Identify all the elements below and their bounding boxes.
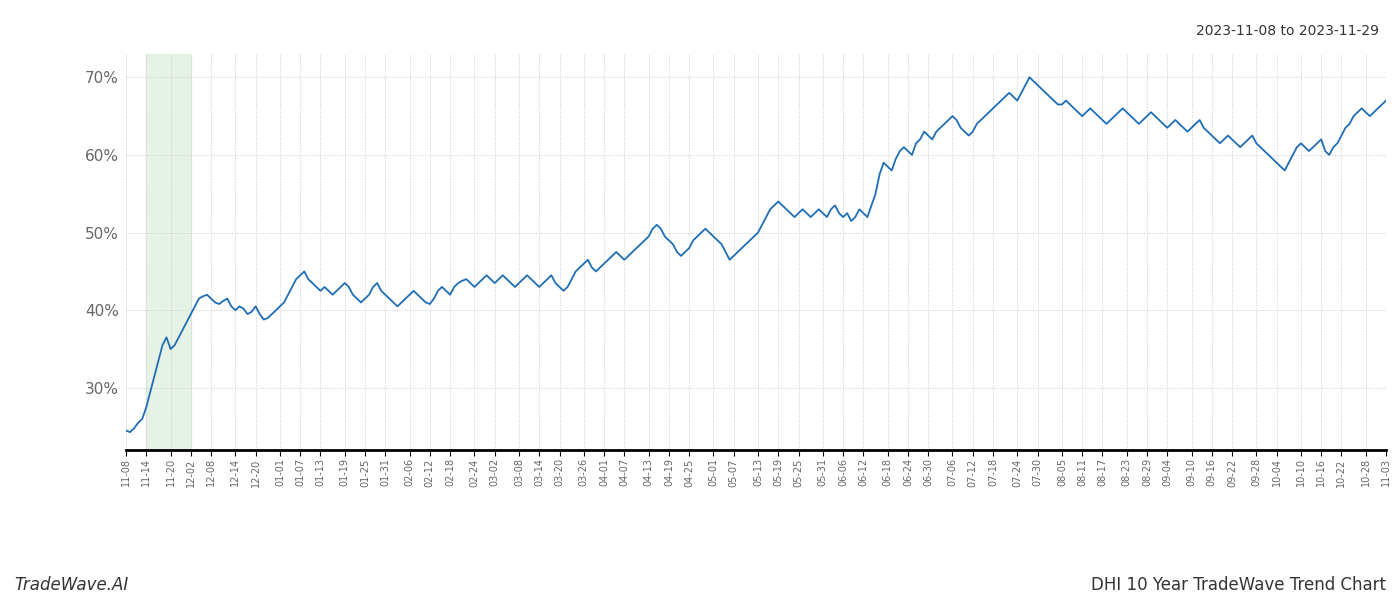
Bar — [146, 54, 190, 450]
Text: 2023-11-08 to 2023-11-29: 2023-11-08 to 2023-11-29 — [1196, 24, 1379, 38]
Text: DHI 10 Year TradeWave Trend Chart: DHI 10 Year TradeWave Trend Chart — [1091, 576, 1386, 594]
Text: TradeWave.AI: TradeWave.AI — [14, 576, 129, 594]
